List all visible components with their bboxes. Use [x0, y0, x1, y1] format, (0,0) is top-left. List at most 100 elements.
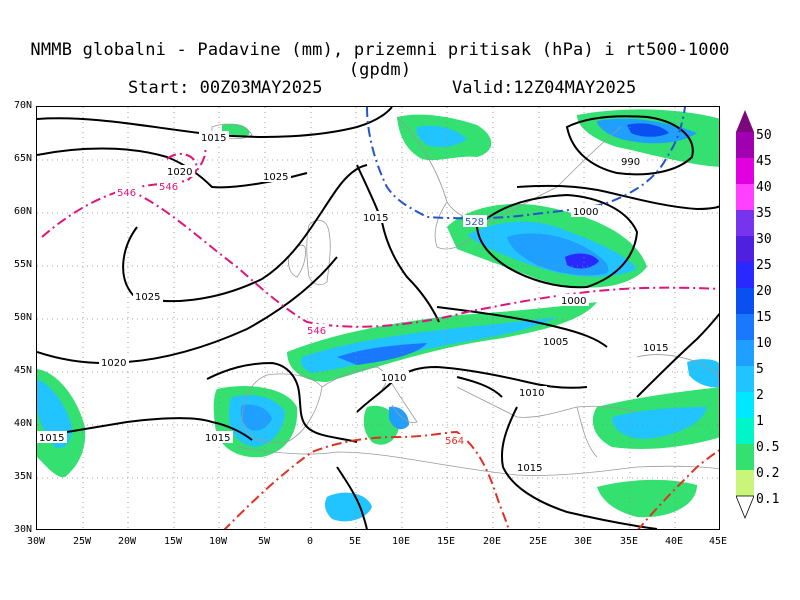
- thickness-label-528: 528: [465, 217, 484, 228]
- precip-italy-core: [389, 406, 409, 430]
- lon-label-40e: 40E: [664, 536, 684, 547]
- precip-iberia-heavy: [240, 404, 272, 431]
- isobar-1020-west: [37, 256, 338, 365]
- colorbar-swatch-0-5: [736, 418, 754, 444]
- precip-caucasus: [687, 359, 719, 388]
- colorbar-swatch-5: [736, 340, 754, 366]
- thickness-564: [223, 430, 510, 529]
- isobar-label-1015-c: 1015: [39, 433, 64, 444]
- isobar-label-1020: 1020: [167, 167, 192, 178]
- colorbar-swatches: [735, 110, 755, 520]
- thickness-lines: [41, 107, 719, 529]
- lat-label-55n: 55N: [13, 259, 32, 270]
- thickness-564-east: [637, 449, 719, 529]
- colorbar-label-0-2: 0.2: [756, 466, 780, 481]
- colorbar-label-0-5: 0.5: [756, 440, 780, 455]
- isobar-label-1010-a: 1010: [381, 373, 406, 384]
- isobar-1010-se: [456, 376, 503, 398]
- colorbar-swatch-35: [736, 184, 754, 210]
- lon-label-30e: 30E: [573, 536, 593, 547]
- precip-norway-core: [416, 125, 467, 147]
- thickness-label-546-a: 546: [117, 188, 136, 199]
- precip-atlantic-core: [37, 379, 72, 448]
- isobar-label-1010-b: 1010: [519, 388, 544, 399]
- weather-map: 1015 1020 1025 1025 1020 1015 1015 1010 …: [36, 106, 720, 530]
- lat-label-70n: 70N: [13, 100, 32, 111]
- chart-title: NMMB globalni - Padavine (mm), prizemni …: [30, 40, 730, 80]
- precip-arctic-max: [627, 123, 669, 137]
- isobar-label-1025-a: 1025: [263, 172, 288, 183]
- lon-label-30w: 30W: [26, 536, 46, 547]
- lat-label-50n: 50N: [13, 312, 32, 323]
- thickness-528: [366, 107, 686, 220]
- colorbar-swatch-30: [736, 210, 754, 236]
- lat-label-60n: 60N: [13, 206, 32, 217]
- colorbar-swatch-20: [736, 262, 754, 288]
- colorbar: [735, 110, 755, 524]
- colorbar-label-15: 15: [756, 310, 772, 325]
- colorbar-swatch-1: [736, 392, 754, 418]
- lon-label-25e: 25E: [528, 536, 548, 547]
- lat-label-45n: 45N: [13, 365, 32, 376]
- colorbar-label-1: 1: [756, 414, 764, 429]
- lon-label-10e: 10E: [391, 536, 411, 547]
- isobar-label-1015-d: 1015: [643, 343, 668, 354]
- colorbar-label-0-1: 0.1: [756, 492, 780, 507]
- isobar-label-990: 990: [621, 157, 640, 168]
- contour-labels: 1015 1020 1025 1025 1020 1015 1015 1010 …: [37, 131, 671, 474]
- isobar-1015-uk: [356, 164, 440, 323]
- isobar-990: [565, 115, 694, 176]
- isobar-label-1025-b: 1025: [135, 292, 160, 303]
- isobar-1015-east: [636, 312, 719, 398]
- isobars: [37, 107, 719, 529]
- lon-label-5e: 5E: [348, 536, 362, 547]
- valid-time: Valid:12Z04MAY2025: [452, 78, 637, 98]
- colorbar-top-arrow: [736, 110, 754, 132]
- lat-label-35n: 35N: [13, 471, 32, 482]
- colorbar-label-35: 35: [756, 206, 772, 221]
- colorbar-swatch-2: [736, 366, 754, 392]
- precip-low-center: [565, 253, 599, 269]
- colorbar-label-20: 20: [756, 284, 772, 299]
- isobar-1000-north: [516, 184, 719, 211]
- graticule: [37, 107, 719, 529]
- isobar-1015-bay: [206, 361, 358, 443]
- isobar-1000: [475, 193, 639, 289]
- lon-label-35e: 35E: [619, 536, 639, 547]
- lat-label-65n: 65N: [13, 153, 32, 164]
- precip-north-africa: [324, 492, 372, 522]
- colorbar-label-45: 45: [756, 154, 772, 169]
- isobar-1015-se: [501, 406, 658, 529]
- thickness-546-north: [41, 146, 207, 238]
- colorbar-swatch-0-1: [736, 470, 754, 496]
- colorbar-swatch-15: [736, 288, 754, 314]
- colorbar-swatch-40: [736, 158, 754, 184]
- isobar-1015-west: [37, 417, 253, 441]
- thickness-label-546-b: 546: [159, 182, 178, 193]
- isobar-1005: [436, 306, 608, 348]
- colorbar-bottom-arrow: [735, 495, 755, 520]
- colorbar-label-25: 25: [756, 258, 772, 273]
- lon-label-20e: 20E: [482, 536, 502, 547]
- isobar-1015-south: [336, 466, 368, 529]
- start-time: Start: 00Z03MAY2025: [128, 78, 323, 98]
- isobar-label-1015-f: 1015: [517, 463, 542, 474]
- isobar-1025: [122, 164, 368, 303]
- colorbar-label-50: 50: [756, 128, 772, 143]
- isobar-label-1020-b: 1020: [101, 358, 126, 369]
- precipitation-layer: [37, 109, 719, 522]
- lon-label-15w: 15W: [163, 536, 183, 547]
- lon-label-45e: 45E: [708, 536, 728, 547]
- isobar-label-1015: 1015: [201, 133, 226, 144]
- colorbar-swatch-45: [736, 132, 754, 158]
- lat-label-30n: 30N: [13, 524, 32, 535]
- precip-alps: [337, 343, 427, 365]
- colorbar-swatch-0-2: [736, 444, 754, 470]
- lon-label-5w: 5W: [257, 536, 271, 547]
- lon-label-20w: 20W: [117, 536, 137, 547]
- colorbar-label-10: 10: [756, 336, 772, 351]
- thickness-label-546-c: 546: [307, 326, 326, 337]
- colorbar-label-5: 5: [756, 362, 764, 377]
- thickness-label-564: 564: [445, 436, 464, 447]
- lon-label-10w: 10W: [208, 536, 228, 547]
